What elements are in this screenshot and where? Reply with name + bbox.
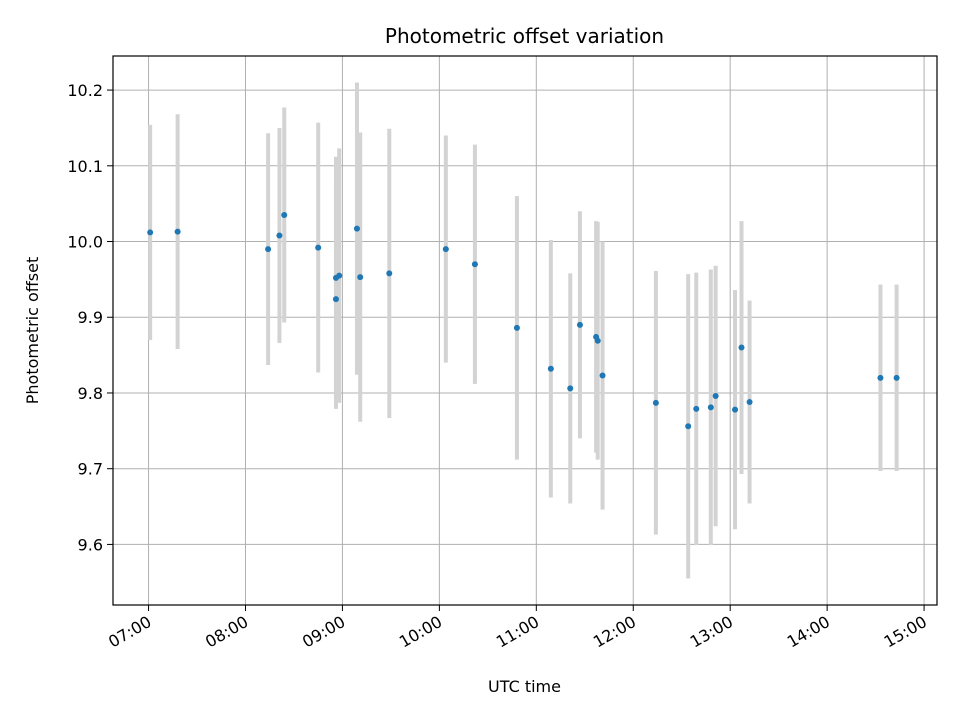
data-point	[685, 423, 692, 430]
data-point	[281, 212, 288, 219]
data-point	[513, 324, 520, 331]
data-point	[471, 261, 478, 268]
data-point	[547, 365, 554, 372]
data-point	[738, 344, 745, 351]
y-tick-label: 9.8	[78, 384, 103, 403]
data-point	[336, 272, 343, 279]
data-point	[147, 229, 154, 236]
data-points	[147, 212, 900, 430]
y-tick-label: 10.2	[67, 81, 103, 100]
y-tick-label: 9.6	[78, 535, 103, 554]
chart-title: Photometric offset variation	[385, 24, 664, 48]
data-point	[893, 374, 900, 381]
plot-frame	[112, 55, 938, 606]
data-point	[576, 321, 583, 328]
y-tick-label: 10.1	[67, 157, 103, 176]
data-point	[594, 337, 601, 344]
grid	[113, 56, 937, 605]
data-point	[315, 244, 322, 251]
data-point	[353, 225, 360, 232]
y-tick-label: 9.9	[78, 308, 103, 327]
data-point	[652, 399, 659, 406]
data-point	[712, 393, 719, 400]
x-axis-label: UTC time	[488, 677, 561, 696]
data-point	[877, 374, 884, 381]
data-point	[265, 246, 272, 253]
data-point	[746, 399, 753, 406]
data-point	[332, 296, 339, 303]
data-point	[599, 372, 606, 379]
y-tick-label: 10.0	[67, 233, 103, 252]
y-axis-ticks: 9.6 9.7 9.8 9.9 10.0 10.1 10.2	[67, 81, 113, 554]
data-point	[567, 385, 574, 392]
y-axis-label: Photometric offset	[23, 257, 42, 405]
data-point	[386, 270, 393, 277]
data-point	[357, 274, 364, 281]
data-point	[693, 405, 700, 412]
y-tick-label: 9.7	[78, 460, 103, 479]
data-point	[276, 232, 283, 239]
data-point	[174, 228, 181, 235]
data-point	[732, 406, 739, 413]
data-point	[442, 246, 449, 253]
data-point	[707, 404, 714, 411]
